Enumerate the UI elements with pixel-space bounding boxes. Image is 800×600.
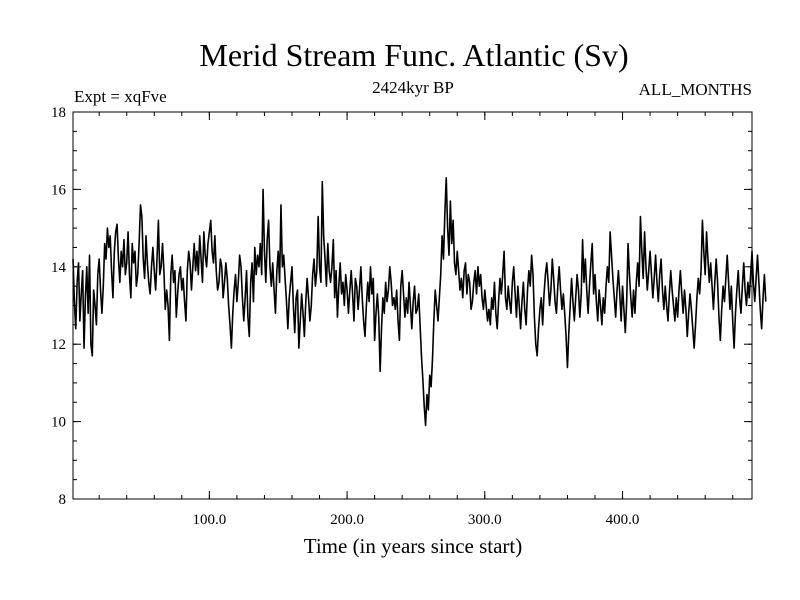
y-tick-label: 18	[51, 105, 66, 121]
y-tick-label: 16	[51, 182, 67, 198]
x-tick-label: 300.0	[468, 512, 502, 528]
x-tick-label: 100.0	[192, 512, 226, 528]
chart-title: Merid Stream Func. Atlantic (Sv)	[199, 37, 628, 73]
y-tick-label: 14	[51, 260, 67, 276]
y-tick-label: 8	[59, 492, 67, 508]
y-tick-label: 12	[51, 337, 66, 353]
series-line	[72, 176, 767, 427]
x-tick-label: 200.0	[330, 512, 364, 528]
x-tick-label: 400.0	[606, 512, 640, 528]
experiment-label: Expt = xqFve	[74, 87, 167, 106]
x-axis-label: Time (in years since start)	[304, 534, 523, 558]
plot-frame	[72, 111, 753, 500]
period-label: 2424kyr BP	[372, 78, 454, 97]
tick-labels: 100.0 200.0 300.0 400.0 8 10 12 14 16 18	[51, 105, 639, 528]
months-label: ALL_MONTHS	[639, 80, 752, 99]
y-tick-label: 10	[51, 415, 66, 431]
